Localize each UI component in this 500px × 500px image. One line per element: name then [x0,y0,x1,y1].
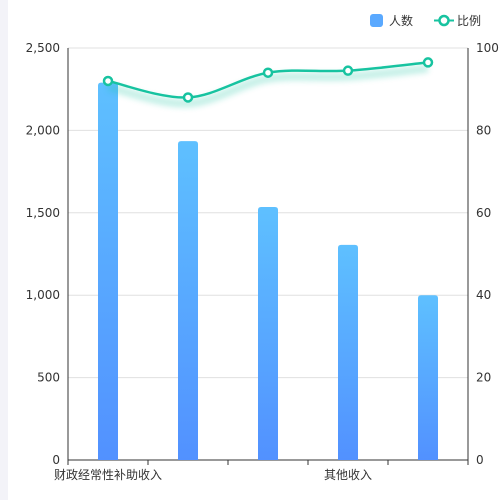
y-left-tick-label: 500 [37,371,60,385]
legend-label-line[interactable]: 比例 [457,14,481,28]
line-point[interactable] [102,75,114,87]
tick-labels: 0 500 1,000 1,500 2,000 2,500 0 20 40 60 80 100 财政经常… [26,41,499,482]
line-series [102,57,434,108]
y-right-tick-label: 0 [476,453,484,467]
y-right-tick-label: 100 [476,41,499,55]
y-right-tick-label: 80 [476,123,491,137]
legend-line-marker[interactable] [438,14,450,27]
line-point[interactable] [342,65,354,76]
bar[interactable] [98,82,118,460]
x-tick-label: 其他收入 [324,468,372,482]
legend-bar-swatch[interactable] [370,14,383,27]
bar-series [98,82,438,460]
x-tick-label: 财政经常性补助收入 [54,468,162,482]
bar[interactable] [418,295,438,460]
axes [67,48,469,465]
legend[interactable]: 人数 比例 [370,13,481,28]
y-left-tick-label: 0 [52,453,60,467]
y-left-tick-label: 2,500 [26,41,60,55]
line-glow [107,64,429,108]
line-point[interactable] [182,92,194,103]
y-right-tick-label: 60 [476,206,491,220]
y-left-tick-label: 2,000 [26,123,60,137]
bar[interactable] [338,244,358,460]
legend-label-bar[interactable]: 人数 [389,13,413,28]
bar[interactable] [258,207,278,460]
line-point[interactable] [422,57,434,68]
y-right-tick-label: 20 [476,371,491,385]
y-right-tick-label: 40 [476,288,491,302]
line-point[interactable] [262,67,274,78]
y-left-tick-label: 1,000 [26,288,60,302]
bar[interactable] [178,141,198,460]
y-left-tick-label: 1,500 [26,206,60,220]
